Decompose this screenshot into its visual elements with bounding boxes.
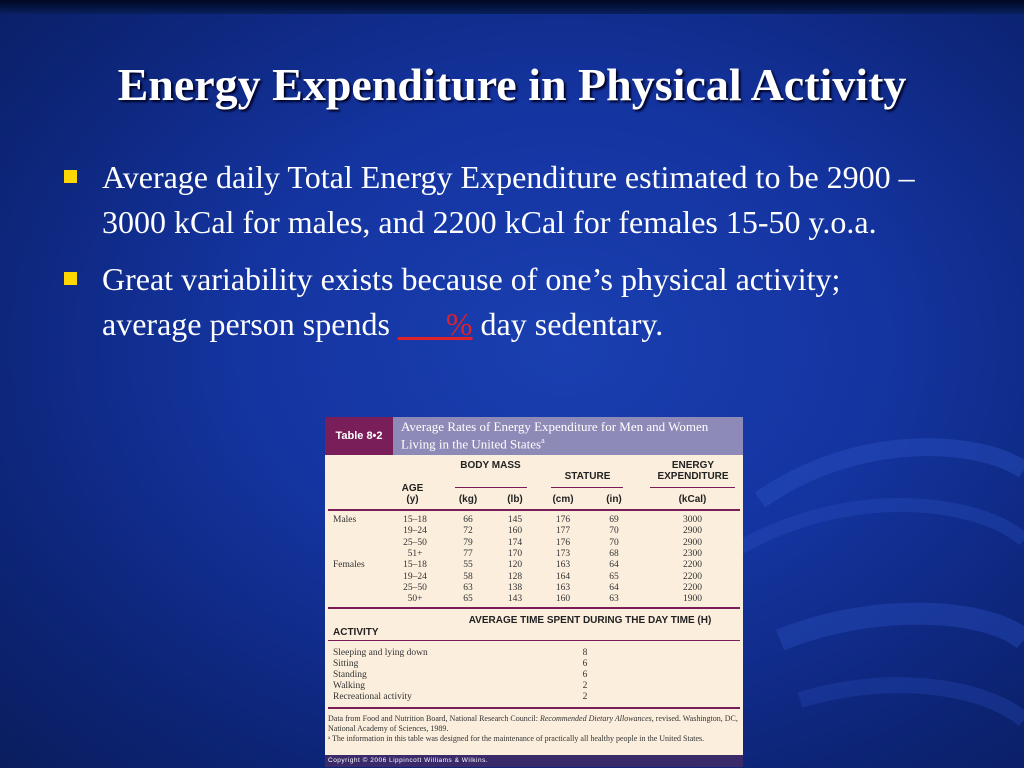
table-cell-kcal: 2900 [683, 526, 702, 537]
activity-hours: 6 [582, 670, 588, 680]
table-cell-cm: 177 [555, 526, 571, 537]
activity-name: Recreational activity [333, 692, 412, 702]
table-cell-age: 15–18 [403, 560, 427, 571]
table-footnote: Data from Food and Nutrition Board, Nati… [328, 714, 738, 743]
table-cell-age: 51+ [407, 548, 423, 559]
kcal-header: (kCal) [678, 494, 707, 505]
cm-header: (cm) [552, 494, 574, 505]
table-cell-kg: 58 [463, 571, 473, 582]
table-cell-age: 50+ [407, 594, 423, 605]
table-cell-lb: 120 [507, 560, 523, 571]
energy-header: ENERGY EXPENDITURE [657, 460, 729, 482]
table-cell-kcal: 2200 [683, 571, 702, 582]
table-cell-kcal: 3000 [683, 515, 702, 525]
table-cell-kcal: 1900 [683, 594, 702, 605]
bullet-text-2-prefix: Great variability exists because of one’… [102, 261, 841, 342]
bullet-text-1: Average daily Total Energy Expenditure e… [102, 159, 915, 240]
section-divider [328, 607, 740, 609]
energy-table-image: Table 8•2 Average Rates of Energy Expend… [325, 417, 743, 767]
square-bullet-icon [64, 272, 77, 285]
group-label: Females [333, 560, 365, 570]
table-cell-lb: 128 [507, 571, 523, 582]
bullet-list: Average daily Total Energy Expenditure e… [62, 155, 942, 359]
table-cell-kcal: 2200 [683, 582, 702, 593]
header-divider [328, 509, 740, 511]
activity-name: Walking [333, 681, 365, 691]
square-bullet-icon [64, 170, 77, 183]
table-cell-kg: 72 [463, 526, 473, 537]
bullet-blank: ___% [397, 306, 473, 342]
lb-header: (lb) [507, 494, 523, 505]
table-cell-kg: 79 [463, 537, 473, 548]
table-cell-cm: 163 [555, 560, 571, 571]
table-cell-age: 15–18 [403, 515, 427, 525]
activity-name: Standing [333, 670, 367, 680]
table-cell-in: 63 [609, 594, 619, 605]
activity-hours: 8 [582, 648, 588, 658]
time-header: AVERAGE TIME SPENT DURING THE DAY TIME (… [468, 615, 712, 626]
table-cell-lb: 143 [507, 594, 523, 605]
in-header: (in) [606, 494, 622, 505]
table-cell-lb: 160 [507, 526, 523, 537]
activity-hours: 2 [582, 692, 588, 702]
table-cell-in: 64 [609, 582, 619, 593]
table-cell-age: 25–50 [403, 582, 427, 593]
table-cell-in: 70 [609, 526, 619, 537]
table-cell-kg: 55 [463, 560, 473, 571]
table-cell-lb: 138 [507, 582, 523, 593]
activity-name: Sitting [333, 659, 359, 669]
table-cell-cm: 163 [555, 582, 571, 593]
table-cell-kg: 63 [463, 582, 473, 593]
activity-header: ACTIVITY [333, 627, 379, 638]
age-header: AGE [401, 483, 424, 494]
header-rule [455, 487, 527, 488]
table-cell-cm: 164 [555, 571, 571, 582]
table-cell-in: 65 [609, 571, 619, 582]
bullet-item-1: Average daily Total Energy Expenditure e… [62, 155, 942, 245]
table-title: Average Rates of Energy Expenditure for … [401, 419, 709, 452]
table-cell-in: 69 [609, 515, 619, 525]
table-cell-in: 68 [609, 548, 619, 559]
table-cell-cm: 176 [555, 515, 571, 525]
table-cell-age: 19–24 [403, 571, 427, 582]
table-cell-kg: 65 [463, 594, 473, 605]
stature-header: STATURE [564, 471, 611, 482]
top-bar [0, 0, 1024, 14]
activity-hours: 6 [582, 659, 588, 669]
copyright-bar: Copyright © 2006 Lippincott Williams & W… [325, 755, 743, 767]
bullet-item-2: Great variability exists because of one’… [62, 257, 942, 347]
activity-hours: 2 [582, 681, 588, 691]
age-unit: (y) [406, 494, 419, 505]
bullet-text-2-suffix: day sedentary. [472, 306, 664, 342]
table-cell-lb: 170 [507, 548, 523, 559]
slide-title: Energy Expenditure in Physical Activity [117, 59, 907, 110]
table-cell-kg: 77 [463, 548, 473, 559]
table-cell-lb: 174 [507, 537, 523, 548]
table-cell-age: 25–50 [403, 537, 427, 548]
table-cell-cm: 176 [555, 537, 571, 548]
table-cell-in: 70 [609, 537, 619, 548]
table-cell-cm: 160 [555, 594, 571, 605]
table-header-band: Table 8•2 Average Rates of Energy Expend… [325, 417, 743, 455]
group-label: Males [333, 515, 357, 525]
activity-name: Sleeping and lying down [333, 648, 428, 658]
table-cell-kcal: 2200 [683, 560, 702, 571]
footer-divider [328, 707, 740, 709]
table-cell-kcal: 2900 [683, 537, 702, 548]
header-rule [551, 487, 623, 488]
table-cell-kcal: 2300 [683, 548, 702, 559]
table-label: Table 8•2 [325, 417, 393, 455]
table-cell-in: 64 [609, 560, 619, 571]
kg-header: (kg) [458, 494, 478, 505]
header-rule [650, 487, 735, 488]
table-cell-kg: 66 [463, 515, 473, 525]
body-mass-header: BODY MASS [460, 460, 521, 471]
table-cell-lb: 145 [507, 515, 523, 525]
activity-rule [328, 640, 740, 641]
table-cell-age: 19–24 [403, 526, 427, 537]
table-cell-cm: 173 [555, 548, 571, 559]
